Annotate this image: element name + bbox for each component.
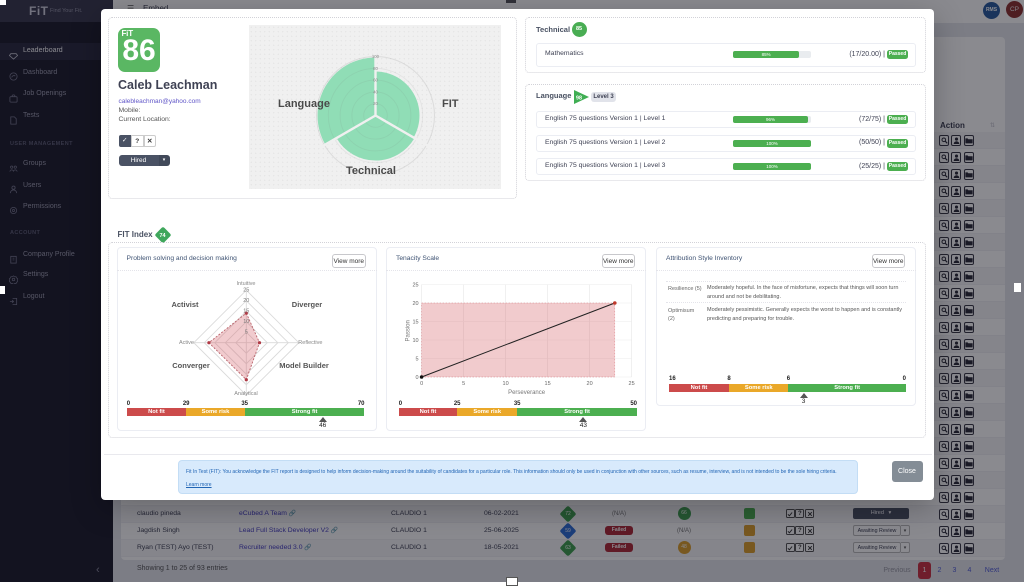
svg-text:25: 25 (243, 288, 249, 294)
svg-text:80: 80 (373, 66, 378, 71)
svg-text:100: 100 (372, 54, 380, 59)
svg-text:5: 5 (416, 357, 419, 363)
svg-text:15: 15 (412, 320, 418, 326)
svg-text:10: 10 (503, 381, 509, 387)
svg-text:Perseverance: Perseverance (508, 390, 546, 396)
svg-text:5: 5 (244, 330, 247, 336)
svg-text:40: 40 (373, 89, 378, 94)
svg-text:0: 0 (416, 375, 419, 381)
svg-text:60: 60 (373, 78, 378, 83)
svg-text:25: 25 (629, 381, 635, 387)
svg-text:20: 20 (412, 301, 418, 307)
svg-text:15: 15 (545, 381, 551, 387)
svg-text:98: 98 (576, 95, 582, 101)
svg-text:Passion: Passion (406, 320, 412, 341)
svg-text:15: 15 (243, 309, 249, 315)
svg-text:10: 10 (412, 338, 418, 344)
svg-text:20: 20 (373, 101, 378, 106)
svg-text:20: 20 (587, 381, 593, 387)
svg-text:20: 20 (243, 298, 249, 304)
svg-text:10: 10 (243, 319, 249, 325)
svg-text:25: 25 (412, 283, 418, 289)
svg-text:5: 5 (462, 381, 465, 387)
svg-text:0: 0 (420, 381, 423, 387)
